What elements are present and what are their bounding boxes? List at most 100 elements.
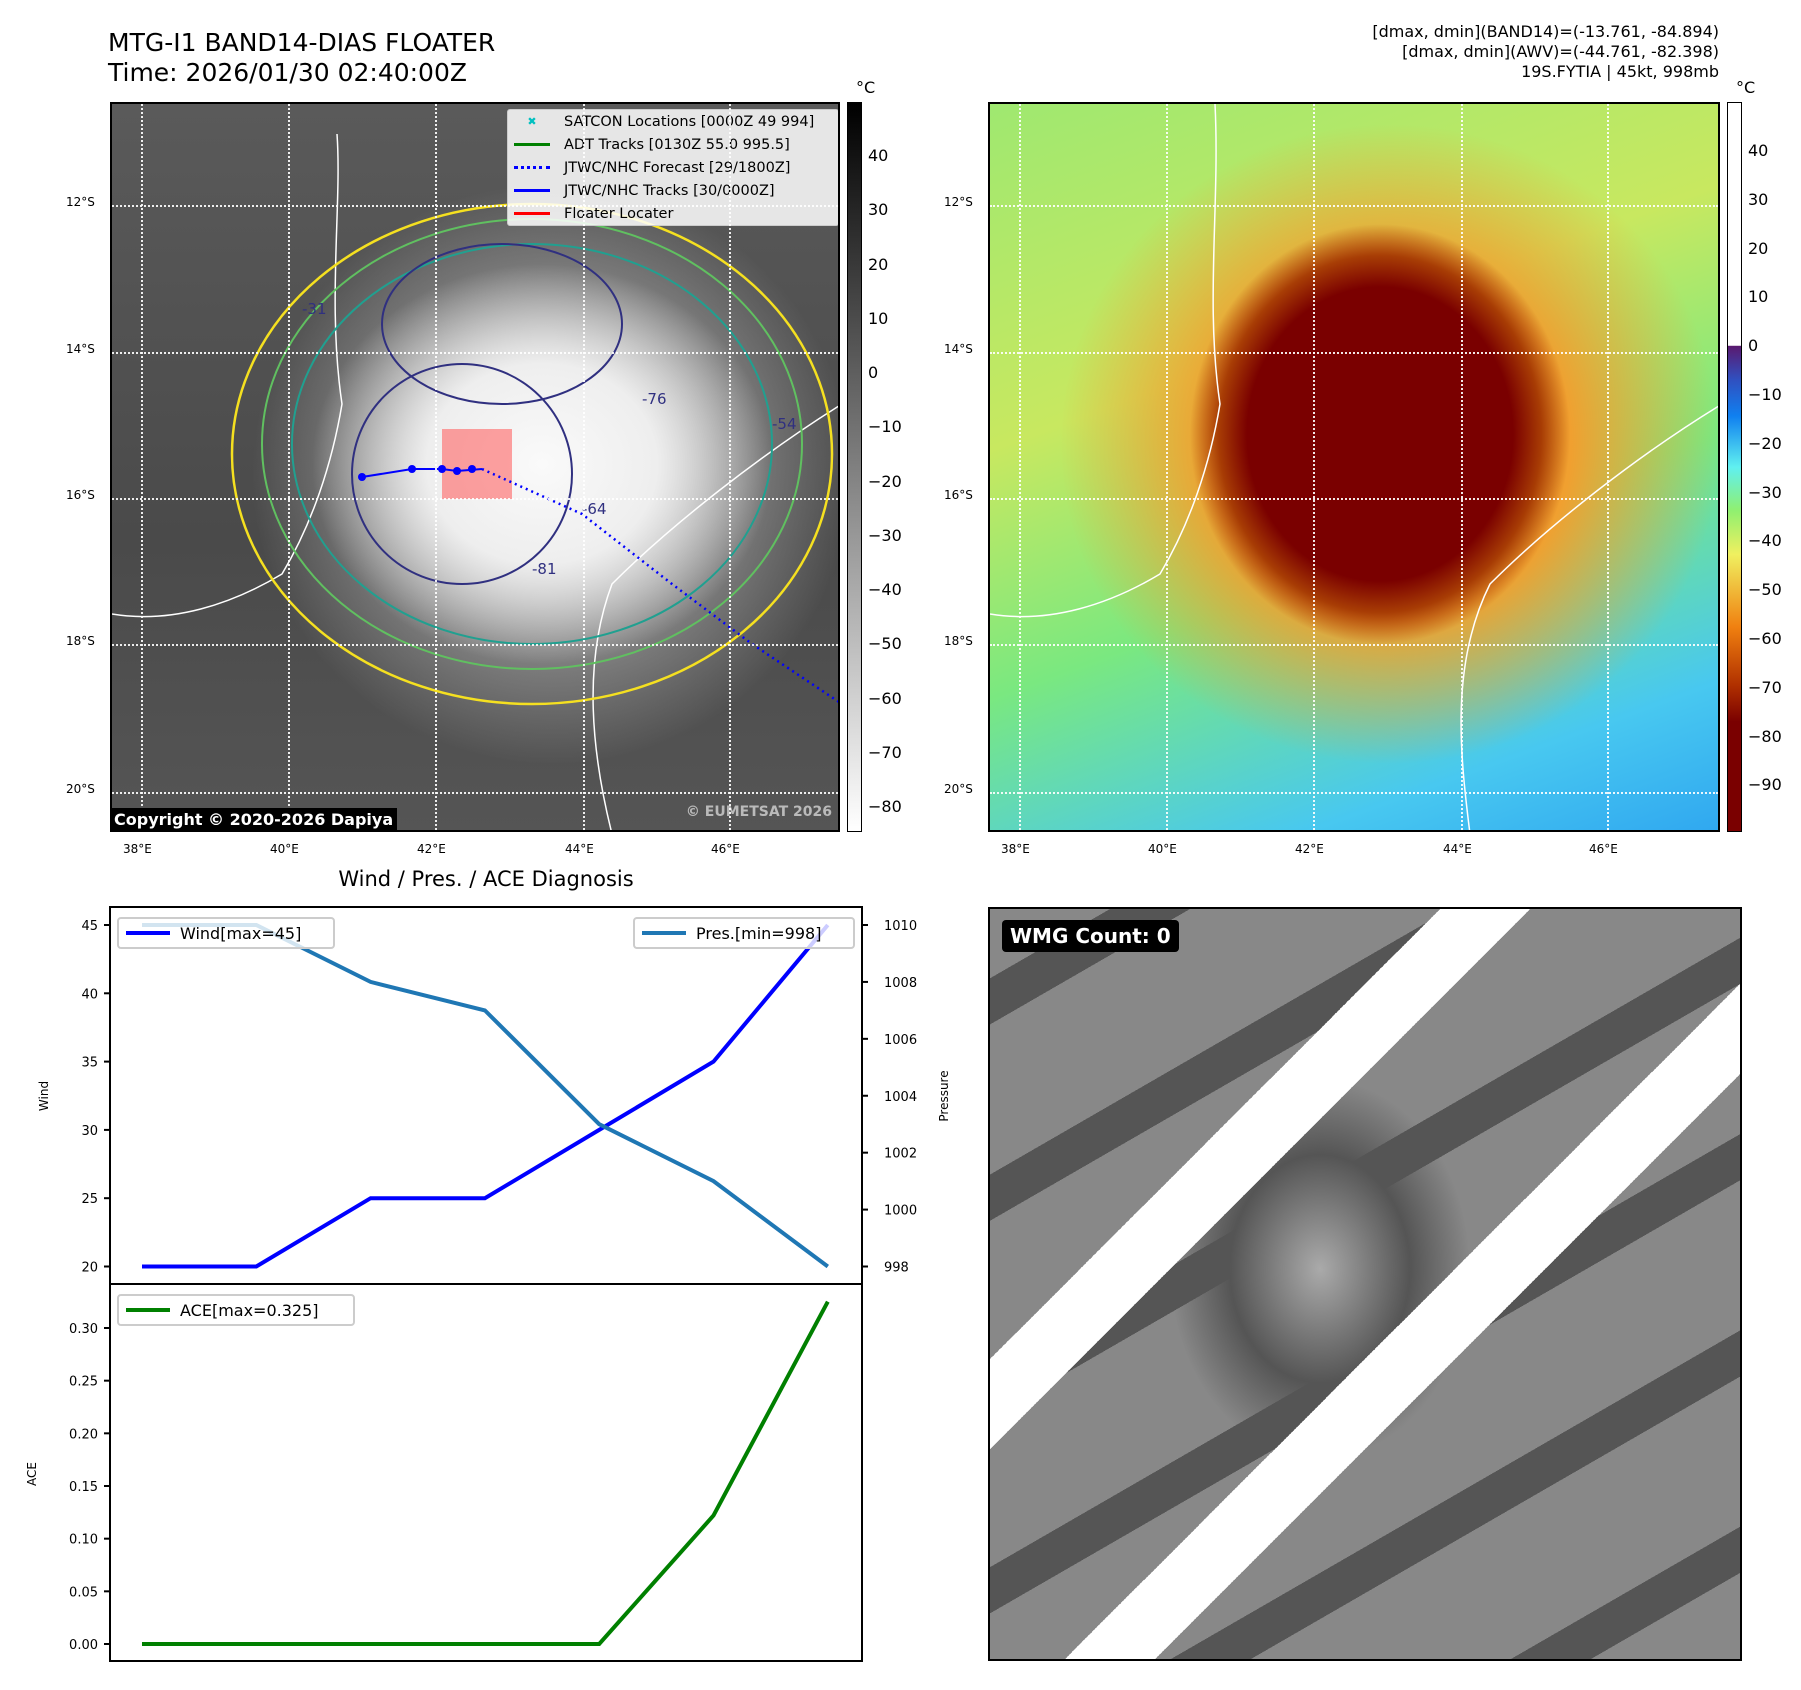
- legend-item: JTWC/NHC Tracks [30/0000Z]: [508, 179, 838, 202]
- lon-tick-label: 42°E: [417, 842, 446, 856]
- awv-colorbar-tick: 40: [1748, 141, 1769, 160]
- ir-colorbar-tick: −20: [868, 471, 902, 491]
- gridline-lon: [1019, 104, 1021, 830]
- title-line: MTG-I1 BAND14-DIAS FLOATER: [108, 28, 496, 57]
- wind-legend-label: Wind[max=45]: [180, 924, 301, 943]
- ir-colorbar-tick: 40: [868, 146, 889, 165]
- gridline-lat: [112, 352, 838, 354]
- gridline-lat: [990, 644, 1718, 646]
- y-tick-label: 0.00: [69, 1638, 98, 1653]
- gridline-lon: [435, 104, 437, 830]
- chart-title: Wind / Pres. / ACE Diagnosis: [338, 867, 633, 891]
- y-tick-label: 998: [884, 1261, 909, 1276]
- ir-colorbar-tick: 30: [868, 200, 889, 220]
- lon-tick-label: 46°E: [1589, 842, 1618, 856]
- ir-colorbar-tick: −70: [868, 742, 902, 762]
- awv-colorbar-tick: −90: [1748, 775, 1782, 795]
- ir-colorbar-tick: −40: [868, 580, 902, 599]
- y-tick-label: 0.10: [69, 1533, 98, 1548]
- wind-series-line: [142, 923, 830, 1269]
- ace-axes-frame: [109, 1283, 863, 1662]
- legend-swatch-icon: ✖: [527, 115, 537, 128]
- ace-axis-label: ACE: [25, 1462, 39, 1486]
- awv-map: [988, 102, 1720, 832]
- lat-tick-label: 14°S: [66, 342, 95, 356]
- ir-colorbar-tick: 0: [868, 363, 879, 382]
- ace-legend-label: ACE[max=0.325]: [180, 1301, 319, 1320]
- legend-label: JTWC/NHC Forecast [29/1800Z]: [564, 159, 791, 176]
- lon-tick-label: 40°E: [270, 842, 299, 856]
- awv-colorbar-tick: 30: [1748, 189, 1769, 209]
- coastline: [990, 104, 1221, 618]
- y-tick-label: 25: [81, 1192, 98, 1207]
- contour-76: [381, 243, 623, 405]
- legend-item: ADT Tracks [0130Z 55.0 995.5]: [508, 133, 838, 156]
- gridline-lat: [112, 792, 838, 794]
- lon-tick-label: 44°E: [565, 842, 594, 856]
- storm-info: 19S.FYTIA | 45kt, 998mb: [1521, 62, 1719, 81]
- legend-swatch-icon: [514, 189, 550, 192]
- wind-axes-frame: [109, 906, 863, 1285]
- legend-label: JTWC/NHC Tracks [30/0000Z]: [564, 182, 775, 199]
- legend-item: JTWC/NHC Forecast [29/1800Z]: [508, 156, 838, 179]
- lat-tick-label: 20°S: [66, 782, 95, 796]
- awv-colorbar-tick: −20: [1748, 433, 1782, 453]
- awv-colorbar-tick: 10: [1748, 287, 1769, 307]
- awv-colorbar-tick: 0: [1748, 336, 1759, 356]
- gridline-lat: [990, 205, 1718, 207]
- lon-tick-label: 46°E: [711, 842, 740, 856]
- gridline-lon: [1313, 104, 1315, 830]
- watermark: © EUMETSAT 2026: [685, 804, 832, 820]
- gridline-lat: [112, 644, 838, 646]
- stats-band14: [dmax, dmin](BAND14)=(-13.761, -84.894): [1372, 22, 1719, 41]
- lat-tick-label: 12°S: [66, 195, 95, 209]
- floater-locator-box: [442, 429, 512, 499]
- ir-colorbar-tick: −60: [868, 688, 902, 708]
- legend-swatch-icon: [514, 166, 550, 169]
- awv-colorbar-tick: −40: [1748, 531, 1782, 551]
- awv-colorbar-tick: −30: [1748, 482, 1782, 502]
- y-tick-label: 0.30: [69, 1322, 98, 1337]
- contour-label: -64: [582, 500, 607, 518]
- wind-legend-box: [117, 917, 335, 949]
- contour-label: -31: [302, 300, 327, 318]
- figure-title: MTG-I1 BAND14-DIAS FLOATER Time: 2026/01/…: [108, 28, 495, 88]
- y-tick-label: 0.20: [69, 1427, 98, 1442]
- lat-tick-label: 20°S: [944, 782, 973, 796]
- contour-label: -76: [642, 390, 667, 408]
- ir-colorbar-tick: −10: [868, 417, 902, 437]
- awv-colorbar-tick: −80: [1748, 726, 1782, 746]
- lat-tick-label: 18°S: [66, 634, 95, 648]
- contour-label: -81: [532, 560, 557, 578]
- gridline-lon: [141, 104, 143, 830]
- y-tick-label: 1010: [884, 919, 917, 934]
- awv-colorbar: [1727, 102, 1742, 832]
- ir-colorbar: [847, 102, 862, 832]
- pressure-legend-label: Pres.[min=998]: [696, 924, 821, 943]
- lat-tick-label: 18°S: [944, 634, 973, 648]
- wmg-count-badge: WMG Count: 0: [1002, 920, 1179, 952]
- gridline-lon: [729, 104, 731, 830]
- lat-tick-label: 16°S: [944, 488, 973, 502]
- wind-axis-label: Wind: [37, 1081, 51, 1111]
- pressure-axis-label: Pressure: [937, 1070, 951, 1121]
- ir-colorbar-tick: −50: [868, 634, 902, 654]
- legend-label: ADT Tracks [0130Z 55.0 995.5]: [564, 136, 790, 153]
- gridline-lon: [1166, 104, 1168, 830]
- ir-colorbar-tick: 20: [868, 254, 889, 274]
- coastline: [592, 405, 838, 830]
- gridline-lat: [990, 352, 1718, 354]
- lon-tick-label: 44°E: [1443, 842, 1472, 856]
- pressure-series-line: [142, 923, 829, 1269]
- y-tick-label: 1000: [884, 1204, 917, 1219]
- y-tick-label: 20: [81, 1261, 98, 1276]
- lon-tick-label: 38°E: [1001, 842, 1030, 856]
- gridline-lat: [112, 205, 838, 207]
- gridline-lon: [1607, 104, 1609, 830]
- gridline-lon: [1461, 104, 1463, 830]
- ace-legend-box: [117, 1294, 355, 1326]
- time-line: Time: 2026/01/30 02:40:00Z: [108, 58, 467, 87]
- y-tick-label: 40: [81, 987, 98, 1002]
